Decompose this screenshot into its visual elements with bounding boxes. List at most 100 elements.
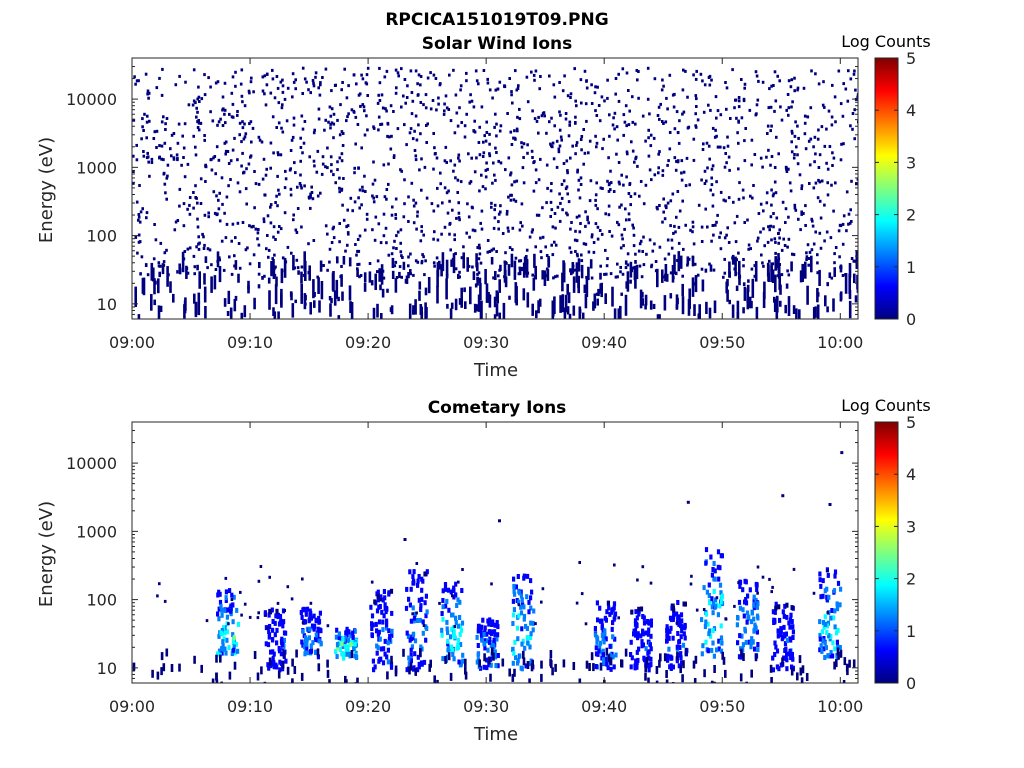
count-cell [816,271,819,275]
count-cell [769,215,773,219]
count-cell [773,70,777,74]
count-cell [193,293,196,304]
count-cell [311,79,315,82]
count-cell [309,643,313,649]
count-cell [290,251,293,255]
count-cell [281,256,285,260]
count-cell [810,255,813,273]
count-cell [681,642,686,648]
count-cell [389,104,393,108]
count-cell [525,248,529,252]
count-cell [529,631,533,637]
count-cell [604,212,607,216]
count-cell [493,296,497,308]
count-cell [511,612,516,618]
count-cell [291,658,294,667]
count-cell [655,680,659,683]
count-cell [754,113,758,117]
count-cell [650,265,653,269]
count-cell [354,243,357,246]
count-cell [386,659,390,665]
count-cell [482,140,485,144]
count-cell [744,127,747,130]
count-cell [373,664,377,670]
count-cell [229,159,233,163]
count-cell [494,88,498,92]
count-cell [369,604,373,610]
count-cell [338,240,341,244]
count-cell [833,569,838,575]
count-cell [448,232,451,236]
count-cell [135,158,139,162]
count-cell [414,667,417,676]
count-cell [345,119,348,123]
count-cell [825,230,829,234]
count-cell [276,174,279,178]
x-tick-label: 09:40 [581,697,627,716]
count-cell [412,569,416,575]
count-cell [594,664,598,669]
count-cell [512,650,516,656]
colorbar [874,421,899,684]
count-cell [691,225,695,229]
count-cell [791,629,795,635]
count-cell [725,161,728,165]
count-cell [711,164,715,168]
count-cell [326,166,329,170]
count-cell [390,134,393,138]
heatmap-cells [132,451,856,683]
count-cell [768,228,771,232]
count-cell [330,241,334,244]
count-cell [821,638,825,644]
plot-frame [131,421,859,684]
count-cell [848,300,852,319]
count-cell [424,287,428,296]
count-cell [777,152,780,156]
count-cell [673,127,677,131]
count-cell [499,204,502,208]
count-cell [355,655,359,660]
count-cell [200,97,204,101]
count-cell [522,604,526,610]
count-cell [738,274,741,286]
count-cell [521,638,525,644]
count-cell [703,669,706,678]
count-cell [774,601,778,607]
count-cell [639,633,643,639]
count-cell [432,237,435,241]
count-cell [581,312,585,319]
count-cell [477,257,481,261]
count-cell [478,125,481,129]
count-cell [192,191,195,194]
count-cell [796,88,799,92]
count-cell [267,248,271,252]
count-cell [316,194,320,198]
count-cell [605,661,609,667]
count-cell [390,252,394,256]
count-cell [462,245,465,249]
count-cell [427,277,431,294]
count-cell [364,190,367,193]
count-cell [317,638,321,644]
count-cell [560,182,564,186]
count-cell [838,602,842,608]
count-cell [529,578,533,584]
count-cell [814,306,817,318]
count-cell [303,184,306,188]
count-cell [413,638,418,644]
count-cell [312,131,316,135]
count-cell [614,652,618,658]
count-cell [832,298,835,312]
count-cell [145,156,149,160]
count-cell [852,659,856,668]
count-cell [748,108,752,112]
count-cell [595,682,599,683]
count-cell [534,168,538,172]
count-cell [706,648,710,654]
count-cell [463,124,467,128]
count-cell [737,99,741,103]
count-cell [309,601,313,605]
count-cell [247,285,250,294]
count-cell [301,127,305,131]
count-cell [383,595,387,601]
